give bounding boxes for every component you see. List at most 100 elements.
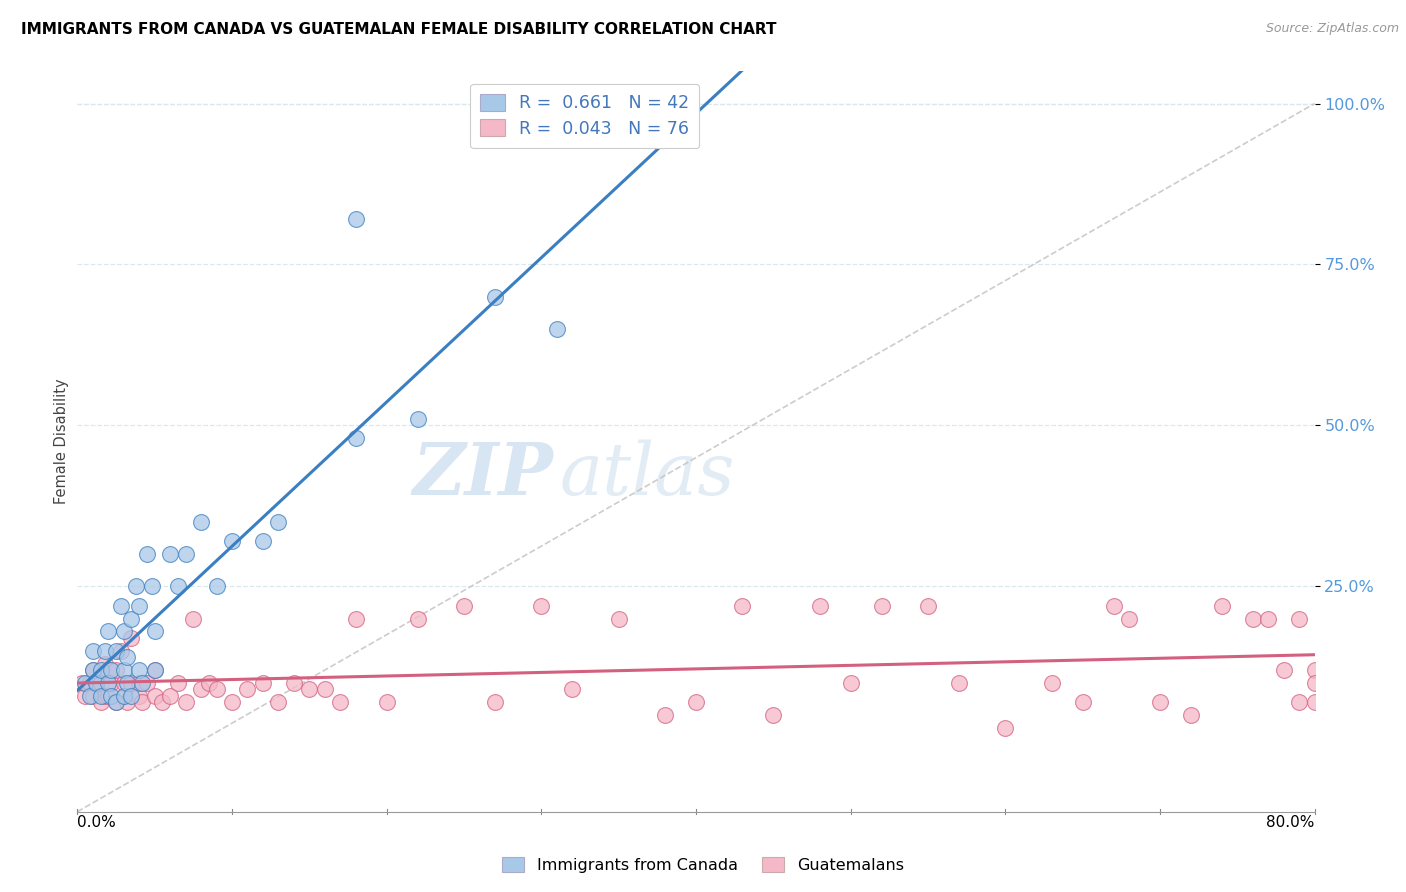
Point bbox=[121, 631, 143, 645]
Point bbox=[252, 534, 274, 549]
Point bbox=[283, 676, 305, 690]
Point bbox=[112, 689, 135, 703]
Point bbox=[329, 695, 352, 709]
Point bbox=[136, 547, 159, 561]
Text: IMMIGRANTS FROM CANADA VS GUATEMALAN FEMALE DISABILITY CORRELATION CHART: IMMIGRANTS FROM CANADA VS GUATEMALAN FEM… bbox=[21, 22, 776, 37]
Point bbox=[115, 676, 138, 690]
Point bbox=[115, 650, 138, 665]
Point bbox=[314, 682, 336, 697]
Point bbox=[1040, 676, 1063, 690]
Point bbox=[1118, 611, 1140, 625]
Point bbox=[100, 689, 122, 703]
Point bbox=[143, 689, 166, 703]
Point bbox=[731, 599, 754, 613]
Point bbox=[131, 676, 153, 690]
Point bbox=[917, 599, 939, 613]
Point bbox=[128, 599, 150, 613]
Text: atlas: atlas bbox=[560, 440, 735, 510]
Point bbox=[159, 547, 181, 561]
Point bbox=[1272, 663, 1295, 677]
Y-axis label: Female Disability: Female Disability bbox=[53, 379, 69, 504]
Point bbox=[90, 695, 111, 709]
Point bbox=[84, 676, 107, 690]
Point bbox=[406, 412, 429, 426]
Point bbox=[561, 682, 583, 697]
Point bbox=[406, 611, 429, 625]
Point bbox=[152, 695, 174, 709]
Point bbox=[94, 644, 117, 658]
Point bbox=[110, 599, 132, 613]
Point bbox=[205, 682, 228, 697]
Point bbox=[141, 579, 163, 593]
Point bbox=[221, 534, 243, 549]
Point bbox=[484, 290, 506, 304]
Point bbox=[105, 644, 127, 658]
Point bbox=[484, 695, 506, 709]
Point bbox=[1288, 695, 1310, 709]
Point bbox=[1102, 599, 1125, 613]
Point bbox=[267, 695, 290, 709]
Point bbox=[121, 689, 143, 703]
Point bbox=[1211, 599, 1233, 613]
Point bbox=[1288, 611, 1310, 625]
Point bbox=[530, 599, 553, 613]
Point bbox=[115, 695, 138, 709]
Point bbox=[97, 624, 120, 639]
Point bbox=[143, 624, 166, 639]
Point bbox=[1303, 676, 1326, 690]
Point bbox=[1257, 611, 1279, 625]
Point bbox=[82, 689, 104, 703]
Point bbox=[128, 689, 150, 703]
Text: ZIP: ZIP bbox=[413, 440, 554, 510]
Point bbox=[174, 547, 197, 561]
Point bbox=[112, 663, 135, 677]
Point bbox=[159, 689, 181, 703]
Point bbox=[125, 579, 148, 593]
Point bbox=[167, 676, 190, 690]
Point bbox=[183, 611, 205, 625]
Point bbox=[654, 708, 676, 723]
Point bbox=[1241, 611, 1264, 625]
Point bbox=[1303, 663, 1326, 677]
Point bbox=[82, 663, 104, 677]
Point bbox=[1180, 708, 1202, 723]
Point bbox=[762, 708, 785, 723]
Point bbox=[75, 676, 96, 690]
Point bbox=[994, 721, 1017, 735]
Point bbox=[221, 695, 243, 709]
Point bbox=[344, 212, 367, 227]
Point bbox=[90, 663, 111, 677]
Point bbox=[267, 515, 290, 529]
Point bbox=[1149, 695, 1171, 709]
Point bbox=[100, 663, 122, 677]
Point bbox=[453, 599, 475, 613]
Point bbox=[190, 515, 212, 529]
Point bbox=[839, 676, 862, 690]
Point bbox=[128, 663, 150, 677]
Point bbox=[70, 676, 93, 690]
Point bbox=[375, 695, 398, 709]
Point bbox=[112, 624, 135, 639]
Point bbox=[94, 689, 117, 703]
Point bbox=[131, 695, 153, 709]
Point bbox=[94, 657, 117, 671]
Point bbox=[167, 579, 190, 593]
Point bbox=[84, 676, 107, 690]
Point bbox=[79, 676, 101, 690]
Point bbox=[82, 663, 104, 677]
Point bbox=[82, 644, 104, 658]
Point bbox=[136, 676, 159, 690]
Point bbox=[97, 689, 120, 703]
Point bbox=[79, 689, 101, 703]
Point bbox=[90, 689, 111, 703]
Point bbox=[143, 663, 166, 677]
Point bbox=[105, 663, 127, 677]
Point bbox=[1071, 695, 1094, 709]
Point bbox=[112, 676, 135, 690]
Legend: R =  0.661   N = 42, R =  0.043   N = 76: R = 0.661 N = 42, R = 0.043 N = 76 bbox=[470, 84, 699, 148]
Point bbox=[607, 611, 630, 625]
Text: 80.0%: 80.0% bbox=[1267, 815, 1315, 830]
Point bbox=[298, 682, 321, 697]
Point bbox=[121, 676, 143, 690]
Point bbox=[190, 682, 212, 697]
